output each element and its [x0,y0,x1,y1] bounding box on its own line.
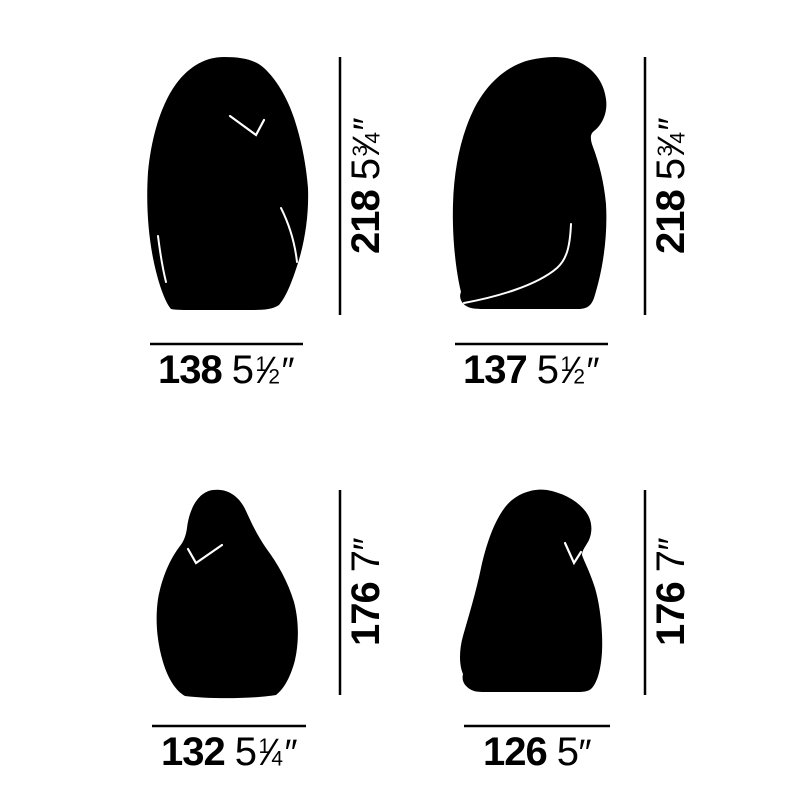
height-inch-whole: 5 [344,158,388,181]
width-inch-frac-denominator: 2 [573,365,585,389]
width-inch-whole: 5 [231,348,254,392]
large-penguin-front-silhouette [147,57,309,310]
inch-unit-mark: ″ [578,732,592,773]
large-penguin-side-wing-line [463,223,572,304]
width-mm-value: 132 [160,730,226,774]
large-front-width-label: 138 51⁄2″ [157,348,295,392]
width-mm-value: 138 [157,348,223,392]
large-penguin-side-silhouette [452,56,607,309]
small-side-width-label: 126 5″ [482,730,592,774]
small-penguin-front-silhouette [156,489,298,699]
width-inch-frac-numerator: 1 [255,353,267,377]
width-inch-frac-numerator: 1 [560,353,572,377]
large-penguin-front-body [147,57,309,310]
large-penguin-front-right-wing-line [280,207,298,263]
height-inch-frac-denominator: 4 [361,132,385,144]
inch-unit-mark: ″ [284,732,298,773]
small-penguin-side-beak-line [563,541,583,566]
inch-unit-mark: ″ [281,350,295,391]
inch-unit-mark: ″ [586,350,600,391]
large-side-height-label: 21853⁄4″ [649,117,693,255]
small-penguin-side-silhouette [460,489,603,692]
large-front-height-label: 21853⁄4″ [344,117,388,255]
height-inch-whole: 7 [344,550,388,573]
height-mm-value: 218 [344,190,388,255]
small-penguin-side-body [460,489,603,692]
large-penguin-front-left-wing-line [157,235,167,283]
inch-unit-mark: ″ [651,117,692,131]
small-penguin-front-body [156,489,298,699]
fraction-slash: ⁄ [267,732,274,774]
width-inch-frac-denominator: 2 [268,365,280,389]
width-inch-frac-numerator: 1 [258,735,270,759]
height-inch-frac-numerator: 3 [654,145,678,157]
large-side-width-label: 137 51⁄2″ [462,348,600,392]
width-inch-whole: 5 [556,730,579,774]
height-inch-whole: 5 [649,158,693,181]
height-inch-frac-denominator: 4 [666,132,690,144]
large-penguin-side-body [452,56,607,309]
inch-unit-mark: ″ [651,537,692,551]
fraction-slash: ⁄ [264,350,271,392]
height-mm-value: 176 [649,582,693,647]
small-penguin-front-beak-line [186,543,224,565]
small-front-height-label: 176 7″ [344,537,388,647]
inch-unit-mark: ″ [346,117,387,131]
width-inch-frac-denominator: 4 [271,747,283,771]
small-front-width-label: 132 51⁄4″ [160,730,298,774]
height-mm-value: 218 [649,190,693,255]
width-mm-value: 137 [462,348,528,392]
height-inch-frac-numerator: 3 [349,145,373,157]
height-mm-value: 176 [344,582,388,647]
fraction-slash: ⁄ [569,350,576,392]
width-mm-value: 126 [482,730,548,774]
width-inch-whole: 5 [536,348,559,392]
inch-unit-mark: ″ [346,537,387,551]
height-inch-whole: 7 [649,550,693,573]
small-side-height-label: 176 7″ [649,537,693,647]
width-inch-whole: 5 [234,730,257,774]
large-penguin-front-beak-line [228,114,266,137]
